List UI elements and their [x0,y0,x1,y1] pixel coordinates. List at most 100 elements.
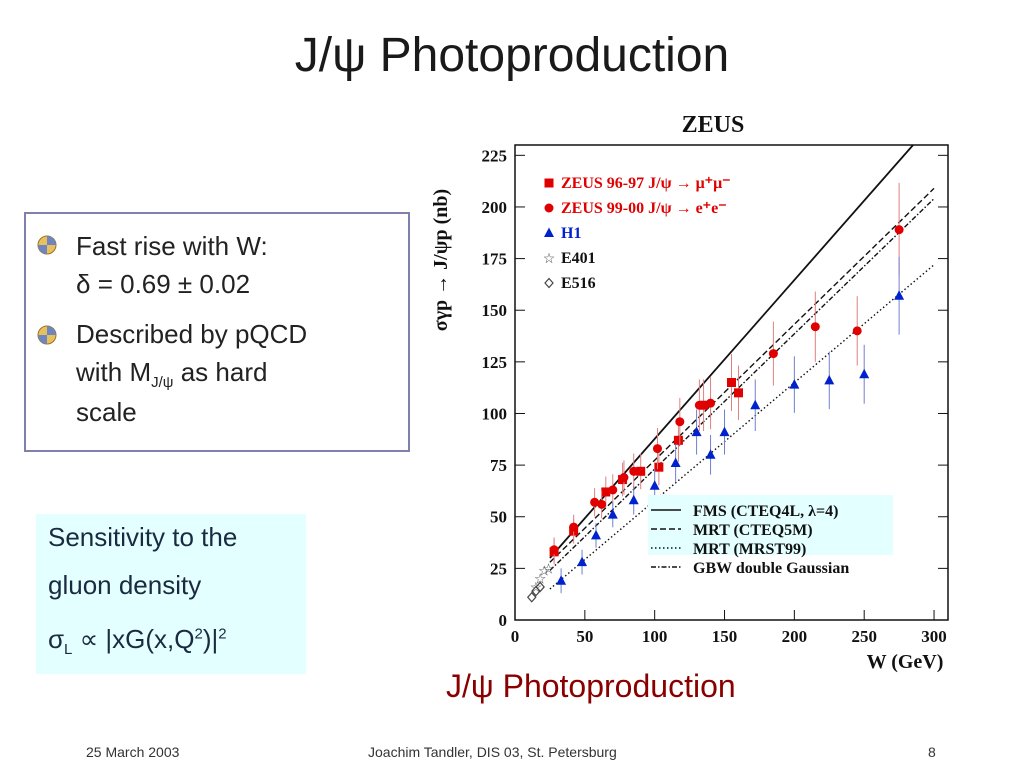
data-point [535,581,545,593]
y-tick-label: 150 [482,301,508,320]
data-point [549,545,559,555]
curve-legend-label: MRT (MRST99) [693,541,806,558]
data-point [591,529,602,540]
curve-legend-background [648,495,893,555]
data-point [733,388,743,398]
data-point [852,326,862,336]
formula-end: )| [202,624,219,654]
y-tick-label: 175 [482,250,508,269]
x-tick-label: 250 [851,627,877,646]
y-axis-ticks: 0 25 50 75 100 125 150 175 200 225 [482,146,948,630]
data-points: ☆☆☆☆ [526,182,905,603]
data-point [894,225,904,235]
chart: ZEUS 0 25 50 75 100 125 150 175 200 225 0 50 100 150… [430,112,949,673]
curve-line [549,187,935,563]
sensitivity-formula: σL ∝ |xG(x,Q2)|2 [48,624,227,658]
sensitivity-line-2: gluon density [48,570,202,600]
formula-sigma: σ [48,624,65,654]
data-point [597,499,607,509]
y-axis-label: σγp → J/ψp (nb) [430,189,452,331]
data-point [859,368,870,379]
sensitivity-line-1: Sensitivity to the [48,522,238,552]
caption: J/ψ Photoproduction [446,668,736,704]
formula-sub: L [64,641,73,659]
y-tick-label: 75 [490,456,507,475]
data-point [628,494,639,505]
legend-marker [544,277,554,289]
legend-marker [544,227,554,237]
x-tick-label: 150 [712,627,738,646]
footer-author: Joachim Tandler, DIS 03, St. Petersburg [368,744,617,760]
data-point [607,509,618,519]
data-point [652,444,662,454]
y-tick-label: 100 [482,404,508,423]
x-tick-label: 0 [511,627,520,646]
curve-legend: FMS (CTEQ4L, λ=4) MRT (CTEQ5M) MRT (MRST99… [648,495,893,577]
bullet-2-pre: with M [76,357,152,387]
data-point [556,575,567,585]
bullet-2-post: as hard [173,357,268,387]
legend-label: H1 [561,225,581,242]
legend-label: ZEUS 96-97 J/ψ → μ⁺μ⁻ [561,175,731,192]
data-point [768,349,778,359]
y-tick-label: 0 [499,611,508,630]
x-tick-label: 200 [782,627,808,646]
data-point [824,374,835,385]
legend: ZEUS 96-97 J/ψ → μ⁺μ⁻ ZEUS 99-00 J/ψ → e⁺… [543,175,731,292]
bullet-2-line-2: with MJ/ψ as hard [76,354,406,401]
formula-sup-2: 2 [218,625,227,643]
data-point [705,449,716,459]
y-tick-label: 200 [482,198,508,217]
bullet-2-line-3: scale [76,397,137,427]
y-tick-label: 225 [482,146,508,165]
data-point: ☆ [534,573,547,588]
data-point [654,462,664,472]
formula-rest: ∝ |xG(x,Q [72,624,195,654]
bullet-icon [37,325,57,345]
bullet-1-line-1: Fast rise with W: [76,231,268,261]
y-tick-label: 50 [490,508,507,527]
bullet-icon [37,235,57,255]
legend-label: E401 [561,250,596,267]
data-point [691,426,702,437]
bullet-2-line-1: Described by pQCD [76,319,308,349]
data-point [719,426,730,437]
data-point [694,400,704,410]
x-axis-label: W (GeV) [867,651,944,673]
curve-legend-label: FMS (CTEQ4L, λ=4) [693,503,838,520]
data-point [569,522,579,532]
data-point: ☆ [542,562,555,577]
legend-marker: ☆ [543,252,556,267]
footer-page: 8 [928,744,936,760]
chart-title: ZEUS [682,112,745,138]
curve-line [549,198,935,571]
data-point [673,435,683,445]
x-axis-ticks: 0 50 100 150 200 250 300 [511,610,947,646]
data-point [526,591,537,603]
x-tick-label: 100 [642,627,668,646]
slide-title: J/ψ Photoproduction [294,29,730,82]
data-point [608,485,618,495]
data-point [619,473,629,482]
curve-legend-label: MRT (CTEQ5M) [693,522,813,539]
legend-marker [544,203,554,213]
bullet-box: Fast rise with W: δ = 0.69 ± 0.02 Descri… [24,212,410,452]
data-point [789,379,800,389]
data-point [727,378,736,387]
legend-marker [544,178,554,188]
curve-legend-label: GBW double Gaussian [693,560,849,577]
legend-label: E516 [561,275,596,292]
bullet-1-line-2: δ = 0.69 ± 0.02 [76,269,251,299]
x-tick-label: 300 [921,627,947,646]
formula-sup: 2 [194,625,203,643]
data-point [601,487,611,497]
data-point [636,466,646,476]
y-tick-label: 125 [482,353,508,372]
data-point: ☆ [538,564,551,579]
footer-date: 25 March 2003 [86,744,180,760]
data-point [590,497,600,507]
data-point [810,322,820,332]
data-point [675,417,685,427]
sensitivity-box: Sensitivity to the gluon density σL ∝ |x… [36,514,306,674]
data-point [706,398,716,408]
